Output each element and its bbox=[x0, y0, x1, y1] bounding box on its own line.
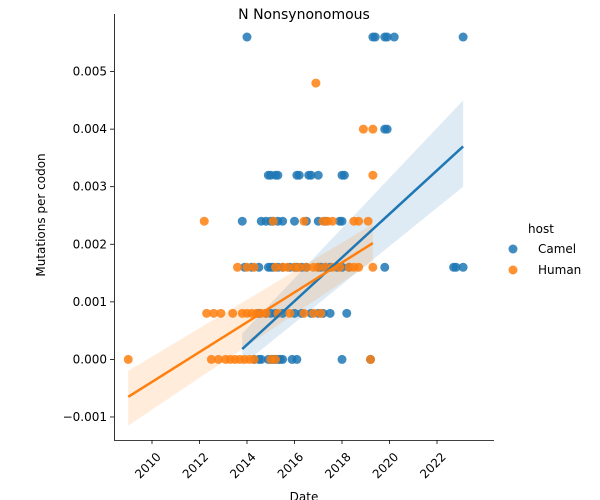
fit-line-human bbox=[127, 242, 374, 398]
point-human bbox=[354, 216, 364, 226]
point-human bbox=[123, 354, 133, 364]
point-human bbox=[271, 354, 280, 364]
point-camel bbox=[256, 354, 266, 364]
point-human bbox=[354, 262, 364, 272]
point-human bbox=[271, 262, 280, 272]
point-human bbox=[366, 354, 375, 364]
point-human bbox=[311, 78, 321, 88]
point-human bbox=[309, 308, 318, 318]
point-camel bbox=[278, 216, 288, 226]
point-human bbox=[233, 262, 242, 272]
point-human bbox=[316, 308, 326, 318]
point-camel bbox=[339, 170, 349, 180]
legend-marker-camel bbox=[508, 244, 518, 254]
point-human bbox=[199, 216, 209, 226]
point-camel bbox=[237, 216, 247, 226]
point-camel bbox=[389, 32, 399, 42]
x-tick-label: 2018 bbox=[322, 450, 353, 481]
point-camel bbox=[325, 308, 335, 318]
y-tick-label: 0.001 bbox=[73, 295, 107, 309]
y-axis-ticks: −0.001 0.000 0.001 0.002 0.003 0.004 0.005 bbox=[63, 65, 114, 424]
point-camel bbox=[306, 170, 316, 180]
point-camel bbox=[313, 170, 323, 180]
point-human bbox=[282, 262, 292, 272]
point-human bbox=[249, 262, 259, 272]
point-human bbox=[202, 308, 212, 318]
point-camel bbox=[458, 32, 468, 42]
point-camel bbox=[382, 32, 392, 42]
point-human bbox=[216, 308, 226, 318]
point-camel bbox=[294, 170, 304, 180]
x-axis-label: Date bbox=[290, 490, 319, 500]
point-human bbox=[363, 216, 373, 226]
point-human bbox=[228, 308, 238, 318]
point-camel bbox=[380, 262, 390, 272]
x-tick-label: 2012 bbox=[180, 450, 211, 481]
y-tick-label: 0.004 bbox=[73, 122, 107, 136]
data-points bbox=[123, 32, 468, 364]
point-human bbox=[328, 216, 337, 226]
y-tick-label: −0.001 bbox=[63, 410, 107, 424]
point-human bbox=[206, 354, 216, 364]
y-tick-label: 0.005 bbox=[73, 65, 107, 79]
point-human bbox=[268, 216, 278, 226]
point-human bbox=[285, 308, 295, 318]
point-camel bbox=[337, 216, 347, 226]
point-camel bbox=[278, 354, 288, 364]
y-tick-label: 0.002 bbox=[73, 237, 107, 251]
point-human bbox=[368, 170, 378, 180]
y-tick-label: 0.003 bbox=[73, 180, 107, 194]
y-tick-label: 0.000 bbox=[73, 352, 107, 366]
point-camel bbox=[382, 124, 392, 134]
point-camel bbox=[242, 32, 252, 42]
legend: host Camel Human bbox=[508, 222, 581, 277]
point-human bbox=[368, 262, 378, 272]
x-tick-label: 2010 bbox=[132, 450, 163, 481]
point-human bbox=[294, 262, 304, 272]
x-tick-label: 2022 bbox=[417, 450, 448, 481]
legend-marker-human bbox=[508, 265, 518, 275]
point-camel bbox=[337, 354, 347, 364]
point-human bbox=[301, 262, 311, 272]
point-human bbox=[358, 124, 368, 134]
point-human bbox=[209, 308, 219, 318]
point-camel bbox=[273, 170, 283, 180]
y-axis-label: Mutations per codon bbox=[34, 153, 48, 276]
point-camel bbox=[370, 32, 380, 42]
point-camel bbox=[342, 308, 352, 318]
point-camel bbox=[292, 354, 302, 364]
legend-label-human: Human bbox=[538, 263, 581, 277]
point-human bbox=[249, 354, 259, 364]
chart-title: N Nonsynonomous bbox=[238, 7, 370, 23]
x-tick-label: 2020 bbox=[370, 450, 401, 481]
regression-lines bbox=[127, 145, 464, 398]
legend-title: host bbox=[528, 222, 554, 236]
point-camel bbox=[290, 216, 299, 226]
point-camel bbox=[451, 262, 461, 272]
fit-line-camel bbox=[241, 145, 464, 350]
ci-band-human bbox=[128, 224, 373, 426]
legend-label-camel: Camel bbox=[538, 242, 576, 256]
point-human bbox=[242, 262, 252, 272]
x-tick-label: 2014 bbox=[227, 450, 258, 481]
x-tick-label: 2016 bbox=[275, 450, 306, 481]
point-human bbox=[299, 216, 309, 226]
point-human bbox=[368, 124, 378, 134]
point-camel bbox=[458, 262, 468, 272]
point-human bbox=[214, 354, 223, 364]
point-human bbox=[299, 308, 309, 318]
point-human bbox=[313, 262, 323, 272]
x-axis-ticks: 2010 2012 2014 2016 2018 2020 2022 bbox=[132, 440, 449, 481]
